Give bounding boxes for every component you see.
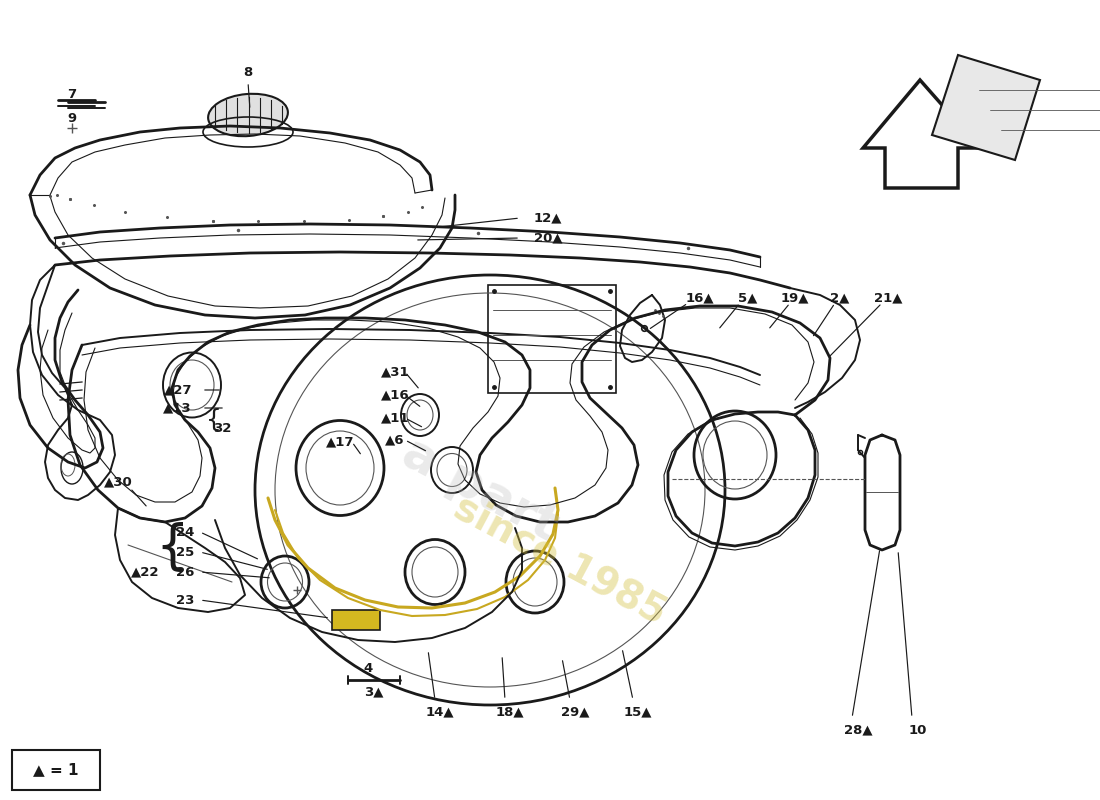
- Text: 32: 32: [212, 422, 231, 434]
- Text: ▲11: ▲11: [381, 411, 409, 425]
- Text: 26: 26: [176, 566, 195, 578]
- Text: 12▲: 12▲: [534, 211, 562, 225]
- Text: 9: 9: [67, 111, 77, 125]
- Text: {: {: [155, 522, 188, 574]
- Text: 20▲: 20▲: [534, 231, 562, 245]
- Text: ▲17: ▲17: [326, 435, 354, 449]
- Ellipse shape: [208, 94, 288, 136]
- Text: 25: 25: [176, 546, 194, 558]
- Text: ▲ = 1: ▲ = 1: [33, 762, 79, 778]
- Text: 24: 24: [176, 526, 195, 538]
- Text: ▲31: ▲31: [381, 366, 409, 378]
- Text: since 1985: since 1985: [448, 488, 673, 632]
- Text: ▲13: ▲13: [164, 402, 192, 414]
- Text: ▲30: ▲30: [103, 475, 132, 489]
- Text: {: {: [206, 408, 222, 432]
- Text: 10: 10: [909, 723, 927, 737]
- Text: ▲16: ▲16: [381, 389, 409, 402]
- Text: ▲6: ▲6: [385, 434, 405, 446]
- Text: ▲27: ▲27: [164, 383, 192, 397]
- Text: 2▲: 2▲: [830, 291, 849, 305]
- Text: 5▲: 5▲: [738, 291, 758, 305]
- Polygon shape: [932, 55, 1040, 160]
- FancyBboxPatch shape: [332, 610, 380, 630]
- Text: 8: 8: [243, 66, 253, 78]
- Text: 28▲: 28▲: [844, 723, 872, 737]
- Text: 18▲: 18▲: [496, 706, 525, 718]
- Text: 29▲: 29▲: [561, 706, 590, 718]
- Text: 21▲: 21▲: [873, 291, 902, 305]
- Text: 15▲: 15▲: [624, 706, 652, 718]
- Text: ▲22: ▲22: [131, 566, 160, 578]
- Text: 14▲: 14▲: [426, 706, 454, 718]
- Text: 3▲: 3▲: [364, 686, 384, 698]
- Text: 7: 7: [67, 89, 77, 102]
- Text: a part: a part: [394, 429, 566, 551]
- Text: 23: 23: [176, 594, 195, 606]
- Text: 4: 4: [363, 662, 373, 674]
- Text: 19▲: 19▲: [781, 291, 810, 305]
- Text: 16▲: 16▲: [685, 291, 714, 305]
